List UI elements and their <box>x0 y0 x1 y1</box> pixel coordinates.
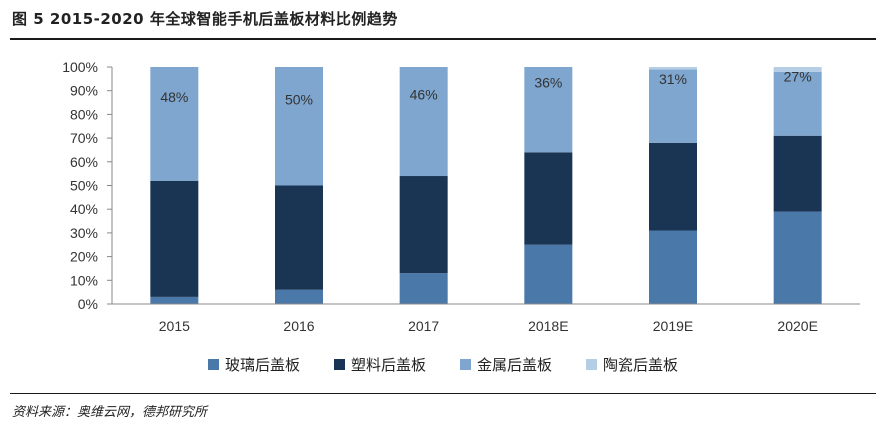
bar-segment <box>399 67 448 177</box>
legend-swatch <box>586 359 598 370</box>
legend-item: 陶瓷后盖板 <box>586 354 678 375</box>
y-tick-label: 60% <box>70 154 98 170</box>
data-label: 46% <box>410 87 438 103</box>
bar-segment <box>773 71 822 136</box>
legend-item: 玻璃后盖板 <box>207 354 300 375</box>
data-label: 36% <box>534 75 562 91</box>
legend-label: 金属后盖板 <box>477 356 553 374</box>
legend-swatch <box>460 359 471 370</box>
y-tick-label: 90% <box>70 83 98 99</box>
x-tick-label: 2016 <box>283 318 314 334</box>
bars: 48% 50% 46% 36% 31% 27% <box>150 67 822 304</box>
bar-segment <box>399 273 448 304</box>
data-label: 50% <box>285 91 313 107</box>
data-label: 48% <box>160 89 188 105</box>
bar-segment <box>649 67 697 70</box>
legend-label: 陶瓷后盖板 <box>603 356 679 374</box>
bar-segment <box>150 296 199 304</box>
bar-segment <box>773 67 822 72</box>
legend-label: 玻璃后盖板 <box>224 356 300 374</box>
x-tick-label: 2017 <box>408 318 439 334</box>
bar-segment <box>524 152 573 245</box>
bar-segment <box>773 135 822 212</box>
data-label: 27% <box>784 69 812 85</box>
bar-segment <box>524 244 573 304</box>
legend-label: 塑料后盖板 <box>350 356 426 374</box>
y-tick-label: 70% <box>70 130 98 146</box>
y-tick-label: 50% <box>70 178 98 194</box>
bar-segment <box>399 176 448 274</box>
bar-segment <box>275 67 323 186</box>
y-tick-label: 20% <box>70 249 98 265</box>
legend: 玻璃后盖板 塑料后盖板 金属后盖板 陶瓷后盖板 <box>0 354 886 375</box>
x-axis: 2015 2016 2017 2018E 2019E 2020E <box>112 303 860 334</box>
bar-segment <box>275 289 323 304</box>
y-tick-label: 80% <box>70 106 98 122</box>
bar-segment <box>150 180 199 297</box>
bar-segment <box>649 69 697 143</box>
x-tick-label: 2015 <box>159 318 190 334</box>
bar-segment <box>773 211 822 304</box>
data-label: 31% <box>659 71 687 87</box>
stacked-bar-chart: 0% 10% 20% 30% 40% 50% 60% 70% 80% 90% 100% 48% 50%… <box>62 59 860 334</box>
y-tick-label: 30% <box>70 225 98 241</box>
y-axis: 0% 10% 20% 30% 40% 50% 60% 70% 80% 90% 100% <box>62 59 113 312</box>
x-tick-label: 2018E <box>528 318 568 334</box>
source-rule <box>10 393 876 394</box>
bar-segment <box>649 230 697 304</box>
x-tick-label: 2020E <box>777 318 817 334</box>
bar-segment <box>150 67 199 181</box>
source-note: 资料来源：奥维云网，德邦研究所 <box>12 405 208 420</box>
y-tick-label: 40% <box>70 201 98 217</box>
y-tick-label: 100% <box>62 59 98 75</box>
legend-swatch <box>207 359 219 370</box>
title-rule <box>10 38 876 40</box>
x-tick-label: 2019E <box>653 318 693 334</box>
legend-item: 金属后盖板 <box>460 354 552 375</box>
bar-segment <box>524 67 573 153</box>
figure-title: 图 5 2015-2020 年全球智能手机后盖板材料比例趋势 <box>12 10 398 28</box>
bar-segment <box>275 185 323 290</box>
y-tick-label: 10% <box>70 272 98 288</box>
legend-item: 塑料后盖板 <box>333 354 426 375</box>
legend-swatch <box>333 359 345 370</box>
y-tick-label: 0% <box>78 296 98 312</box>
bar-segment <box>649 142 697 231</box>
